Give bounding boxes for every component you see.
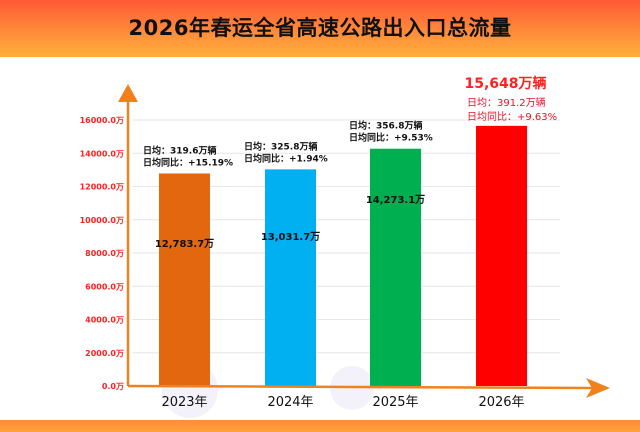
y-axis-ticks: 0.0万 2000.0万 4000.0万 6000.0万 8000.0万 10000.0万… [80, 116, 124, 391]
x-tick-label: 2026年 [478, 395, 524, 410]
value-label: 13,031.7万 [261, 231, 320, 243]
daily-yoy-label: 日均同比：+9.53% [349, 132, 433, 144]
y-tick-label: 10000.0万 [80, 216, 124, 225]
bars [159, 125, 527, 387]
value-label: 15,648万辆 [464, 75, 546, 92]
y-axis-arrow-icon [118, 84, 138, 102]
x-tick-label: 2023年 [161, 395, 207, 410]
header-banner [0, 0, 640, 57]
x-axis-line [127, 384, 596, 390]
value-label: 14,273.1万 [366, 194, 425, 206]
axes [118, 84, 610, 398]
x-axis-arrow-icon [586, 378, 610, 398]
page-title: 2026年春运全省高速公路出入口总流量 [128, 16, 512, 40]
x-tick-label: 2025年 [372, 395, 418, 410]
y-tick-label: 2000.0万 [85, 349, 124, 358]
y-tick-label: 4000.0万 [85, 316, 124, 325]
footer-banner [0, 420, 640, 432]
daily-avg-label: 日均：319.6万辆 [143, 144, 216, 156]
y-tick-label: 14000.0万 [80, 149, 124, 158]
y-tick-label: 8000.0万 [85, 249, 124, 258]
bar-2023年 [159, 173, 210, 386]
x-axis-ticks: 2023年 2024年 2025年 2026年 [161, 395, 524, 410]
y-tick-label: 12000.0万 [80, 183, 124, 192]
y-tick-label: 6000.0万 [85, 282, 124, 291]
bar-2025年 [370, 148, 421, 386]
y-tick-label: 0.0万 [102, 382, 124, 391]
daily-avg-label: 日均：391.2万辆 [467, 96, 546, 109]
daily-avg-label: 日均：325.8万辆 [244, 140, 317, 152]
daily-yoy-label: 日均同比：+1.94% [244, 152, 328, 164]
daily-yoy-label: 日均同比：+15.19% [143, 156, 233, 168]
bar-2026年 [476, 125, 527, 387]
value-label: 12,783.7万 [155, 238, 214, 250]
bar-2024年 [265, 169, 316, 386]
y-tick-label: 16000.0万 [80, 116, 124, 125]
daily-yoy-label: 日均同比：+9.63% [467, 111, 557, 123]
x-tick-label: 2024年 [267, 395, 313, 410]
daily-avg-label: 日均：356.8万辆 [349, 120, 422, 132]
